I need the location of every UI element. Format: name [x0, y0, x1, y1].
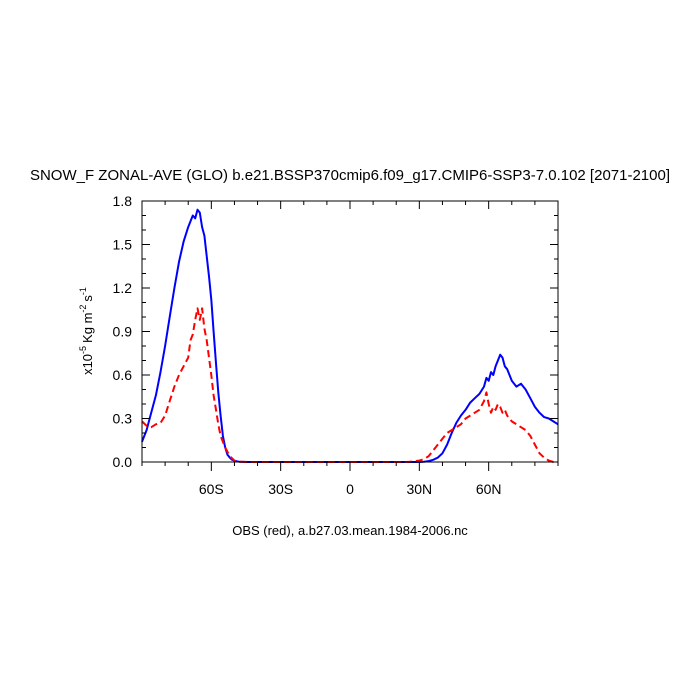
x-tick-label: 30S	[268, 481, 293, 497]
y-tick-label: 1.8	[113, 193, 133, 209]
y-axis-label-s-exp: -1	[78, 287, 88, 295]
plot-frame	[141, 200, 559, 463]
x-axis-label: OBS (red), a.b27.03.mean.1984-2006.nc	[232, 523, 468, 538]
y-axis-label-exp: -5	[78, 346, 88, 354]
y-tick-label: 0.0	[113, 454, 133, 470]
chart-title: SNOW_F ZONAL-AVE (GLO) b.e21.BSSP370cmip…	[30, 167, 670, 184]
y-axis-label-units: Kg m	[80, 313, 95, 343]
y-tick-label: 1.2	[113, 280, 133, 296]
y-axis-label: x10-5 Kg m-2 s-1	[78, 287, 95, 375]
x-tick-label: 30N	[406, 481, 432, 497]
y-tick-label: 1.5	[113, 237, 133, 253]
x-tick-label: 60N	[476, 481, 502, 497]
y-axis-label-units-exp: -2	[78, 305, 88, 313]
y-axis-label-s: s	[80, 295, 95, 302]
plot-area: 0.0 0.3 0.6 0.9 1.2 1.5 1.8 60S 30S 0 30N 60N	[113, 193, 559, 497]
y-tick-label: 0.3	[113, 411, 133, 427]
svg-text:x10-5Kg m-2s-1: x10-5 Kg m-2 s-1	[78, 287, 95, 375]
x-tick-label: 60S	[199, 481, 224, 497]
series-line-0	[141, 208, 559, 463]
series-layer	[141, 208, 559, 463]
y-axis-label-scale: x10	[80, 354, 95, 375]
series-line-1	[141, 307, 558, 463]
x-tick-label: 0	[346, 481, 354, 497]
tick-layer: 0.0 0.3 0.6 0.9 1.2 1.5 1.8 60S 30S 0 30N 60N	[113, 193, 559, 497]
y-tick-label: 0.6	[113, 367, 133, 383]
y-tick-label: 0.9	[113, 324, 133, 340]
